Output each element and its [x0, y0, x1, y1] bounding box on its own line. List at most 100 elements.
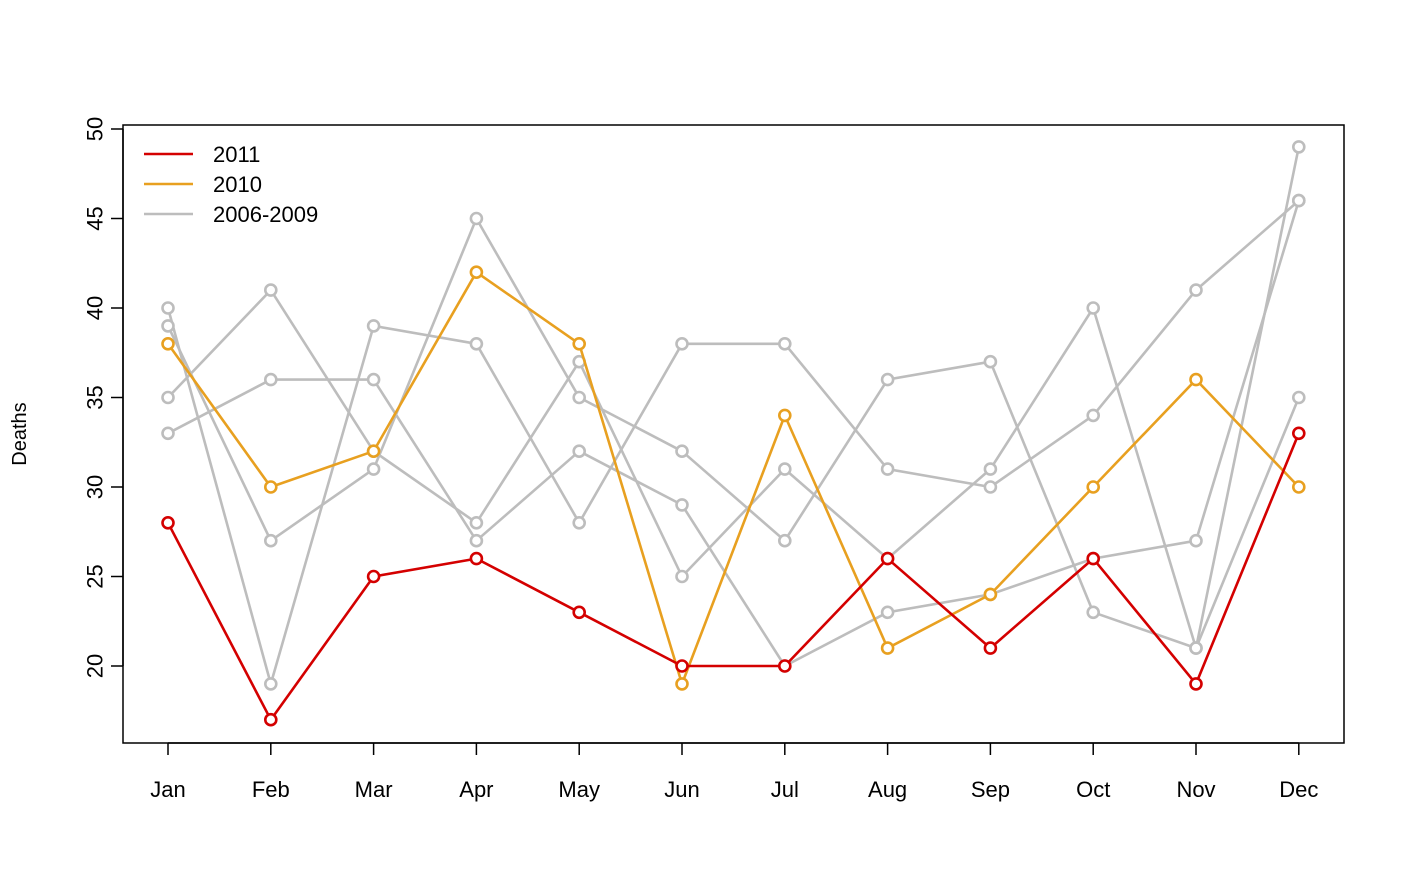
- data-point: [1086, 301, 1100, 315]
- y-tick-label: 35: [83, 385, 108, 409]
- x-tick-label: Jul: [771, 777, 799, 802]
- data-point: [1189, 641, 1203, 655]
- data-point: [1086, 551, 1100, 566]
- data-point: [469, 211, 484, 226]
- series-2006: [161, 193, 1306, 691]
- data-point: [572, 605, 587, 620]
- data-point: [263, 283, 278, 297]
- data-point: [469, 551, 484, 566]
- data-point: [263, 533, 278, 548]
- data-point: [366, 319, 381, 333]
- data-point: [880, 462, 895, 476]
- series-2008: [161, 140, 1306, 655]
- data-point: [880, 372, 895, 387]
- series-line-2011: [166, 432, 1301, 722]
- y-tick-label: 45: [83, 206, 108, 230]
- data-point: [1086, 408, 1100, 423]
- data-point: [983, 354, 998, 369]
- x-tick-label: Oct: [1076, 777, 1110, 802]
- series-2007: [161, 211, 1306, 655]
- data-point: [880, 641, 895, 655]
- x-tick-label: Nov: [1176, 777, 1215, 802]
- data-point: [983, 587, 998, 602]
- data-point: [161, 301, 175, 315]
- x-tick-label: Dec: [1279, 777, 1318, 802]
- data-point: [983, 462, 998, 476]
- data-point: [1086, 480, 1100, 494]
- x-tick-label: Mar: [355, 777, 393, 802]
- series-2011: [161, 426, 1306, 727]
- series-2009: [161, 193, 1306, 673]
- x-tick-label: Jun: [664, 777, 699, 802]
- legend-item: 2011: [144, 142, 260, 167]
- data-point: [469, 336, 484, 351]
- data-point: [263, 480, 278, 494]
- data-point: [675, 677, 689, 691]
- series-layer: [161, 140, 1306, 727]
- legend-item: 2010: [144, 172, 262, 197]
- data-point: [161, 426, 175, 441]
- data-point: [675, 336, 689, 351]
- legend-label: 2010: [213, 172, 262, 197]
- data-point: [1189, 372, 1203, 387]
- data-point: [1086, 605, 1100, 620]
- data-point: [161, 390, 175, 405]
- data-point: [161, 336, 175, 351]
- data-point: [161, 515, 175, 530]
- data-point: [263, 372, 278, 387]
- data-point: [366, 444, 381, 459]
- series-line-2006: [166, 199, 1300, 686]
- data-point: [983, 480, 998, 494]
- series-line-2009: [167, 200, 1301, 668]
- data-point: [880, 551, 895, 566]
- data-point: [1189, 283, 1203, 297]
- y-tick-label: 20: [83, 654, 108, 678]
- data-point: [572, 336, 587, 351]
- y-axis: 20 25 30 35 40 45 50: [83, 117, 124, 678]
- data-point: [675, 444, 689, 459]
- data-point: [675, 498, 689, 512]
- legend-label: 2006-2009: [213, 202, 318, 227]
- series-line-2008: [167, 146, 1301, 650]
- data-point: [1292, 390, 1306, 405]
- y-tick-label: 40: [83, 296, 108, 320]
- x-axis: Jan Feb Mar Apr May Jun Jul Aug Sep Oct Nov Dec: [150, 742, 1318, 802]
- data-point: [469, 515, 484, 530]
- data-point: [1189, 533, 1203, 548]
- data-point: [983, 641, 998, 655]
- data-point: [366, 569, 381, 584]
- data-point: [572, 515, 587, 530]
- x-tick-label: Aug: [868, 777, 907, 802]
- data-point: [572, 390, 587, 405]
- data-point: [1292, 480, 1306, 494]
- data-point: [366, 372, 381, 387]
- data-point: [777, 408, 792, 423]
- x-tick-label: Feb: [252, 777, 290, 802]
- data-point: [777, 533, 792, 548]
- x-tick-label: Apr: [459, 777, 493, 802]
- data-point: [777, 336, 792, 351]
- data-point: [469, 533, 484, 548]
- data-point: [777, 462, 792, 476]
- legend: 2011 2010 2006-2009: [144, 142, 318, 227]
- data-point: [675, 659, 689, 673]
- series-2010: [161, 265, 1306, 691]
- data-point: [572, 444, 587, 459]
- series-line-2010: [166, 270, 1300, 686]
- data-point: [1189, 677, 1203, 691]
- y-axis-title: Deaths: [9, 402, 31, 465]
- data-point: [675, 569, 689, 584]
- data-point: [1292, 193, 1306, 208]
- data-point: [263, 677, 278, 691]
- data-point: [880, 605, 895, 620]
- x-tick-label: May: [558, 777, 600, 802]
- data-point: [469, 265, 484, 280]
- y-tick-label: 25: [83, 564, 108, 588]
- y-tick-label: 50: [83, 117, 108, 141]
- data-point: [1292, 426, 1306, 441]
- series-line-2007: [166, 217, 1301, 650]
- data-point: [366, 462, 381, 476]
- x-tick-label: Jan: [150, 777, 185, 802]
- data-point: [263, 712, 278, 727]
